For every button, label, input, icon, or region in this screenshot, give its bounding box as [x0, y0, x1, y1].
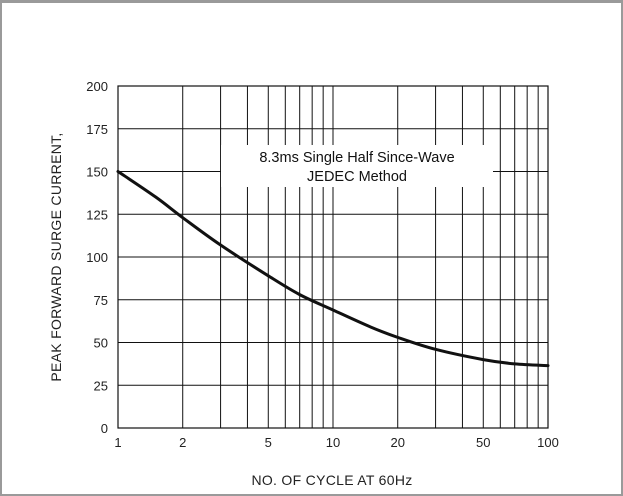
axes [117, 85, 549, 429]
x-tick-label: 1 [114, 435, 121, 450]
y-tick-label: 150 [86, 165, 108, 180]
annotation-box: 8.3ms Single Half Since-Wave JEDEC Metho… [221, 145, 493, 187]
x-tick-label: 2 [179, 435, 186, 450]
annotation-line-1: 8.3ms Single Half Since-Wave [259, 150, 454, 166]
x-tick-label: 100 [537, 435, 559, 450]
y-tick-label: 25 [94, 378, 108, 393]
x-tick-label: 50 [476, 435, 490, 450]
x-tick-label: 5 [265, 435, 272, 450]
y-tick-label: 50 [94, 336, 108, 351]
y-tick-label: 100 [86, 250, 108, 265]
y-tick-label: 125 [86, 207, 108, 222]
y-tick-label: 0 [101, 421, 108, 436]
curve [116, 170, 550, 368]
y-axis-title: PEAK FORWARD SURGE CURRENT, [48, 132, 64, 381]
plot-frame [117, 85, 549, 429]
annotation-line-2: JEDEC Method [307, 169, 407, 185]
y-tick-label: 75 [94, 293, 108, 308]
x-tick-label: 20 [390, 435, 404, 450]
y-tick-label: 175 [86, 122, 108, 137]
y-tick-label: 200 [86, 79, 108, 94]
x-tick-label: 10 [326, 435, 340, 450]
surge-curve [116, 170, 550, 368]
x-axis-title: NO. OF CYCLE AT 60Hz [251, 472, 412, 488]
grid [117, 85, 549, 429]
